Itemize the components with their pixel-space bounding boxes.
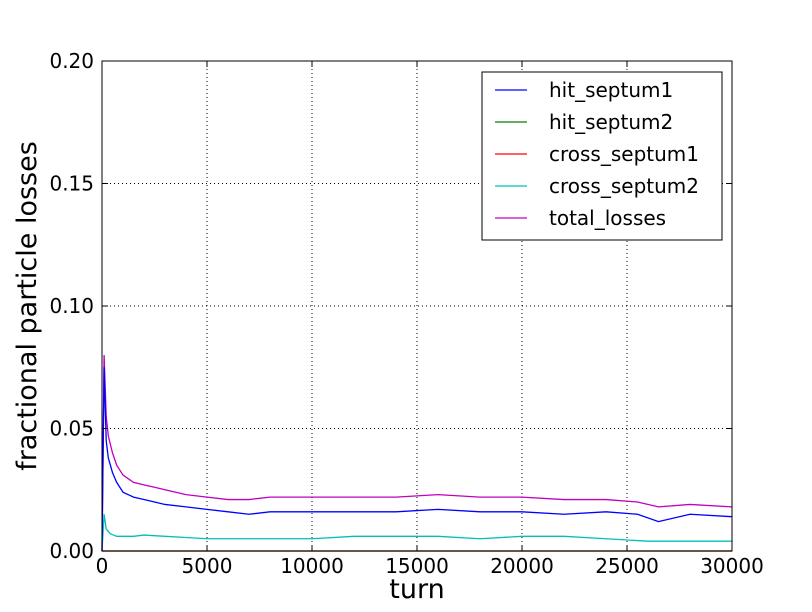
y-tick-label: 0.00	[49, 539, 94, 563]
x-tick-label: 10000	[280, 554, 344, 578]
x-axis-label: turn	[389, 574, 444, 605]
legend-label: hit_septum2	[549, 110, 673, 134]
y-tick-label: 0.05	[49, 417, 94, 441]
legend-label: hit_septum1	[549, 78, 673, 102]
axis-ticks: 0 5000 10000 15000 20000 25000 30000 0.00 0.05 0.…	[49, 49, 763, 578]
legend-label: cross_septum2	[549, 174, 699, 198]
legend-label: cross_septum1	[549, 142, 699, 166]
y-axis-label: fractional particle losses	[12, 141, 43, 471]
x-tick-label: 30000	[700, 554, 764, 578]
legend-box	[481, 71, 723, 241]
y-tick-label: 0.10	[49, 294, 94, 318]
series-line-cross-septum2	[101, 514, 732, 552]
x-tick-label: 0	[96, 554, 109, 578]
legend-label: total_losses	[549, 206, 666, 230]
gridlines	[102, 61, 732, 551]
series-line-total-losses	[101, 354, 733, 552]
legend: hit_septum1 hit_septum2 cross_septum1cross…	[481, 71, 723, 241]
y-tick-label: 0.20	[49, 49, 94, 73]
x-tick-label: 20000	[490, 554, 554, 578]
x-tick-label: 15000	[385, 554, 449, 578]
series-line-hit-septum1	[101, 367, 733, 552]
y-tick-label: 0.15	[49, 172, 94, 196]
x-tick-label: 25000	[595, 554, 659, 578]
x-tick-label: 5000	[182, 554, 233, 578]
